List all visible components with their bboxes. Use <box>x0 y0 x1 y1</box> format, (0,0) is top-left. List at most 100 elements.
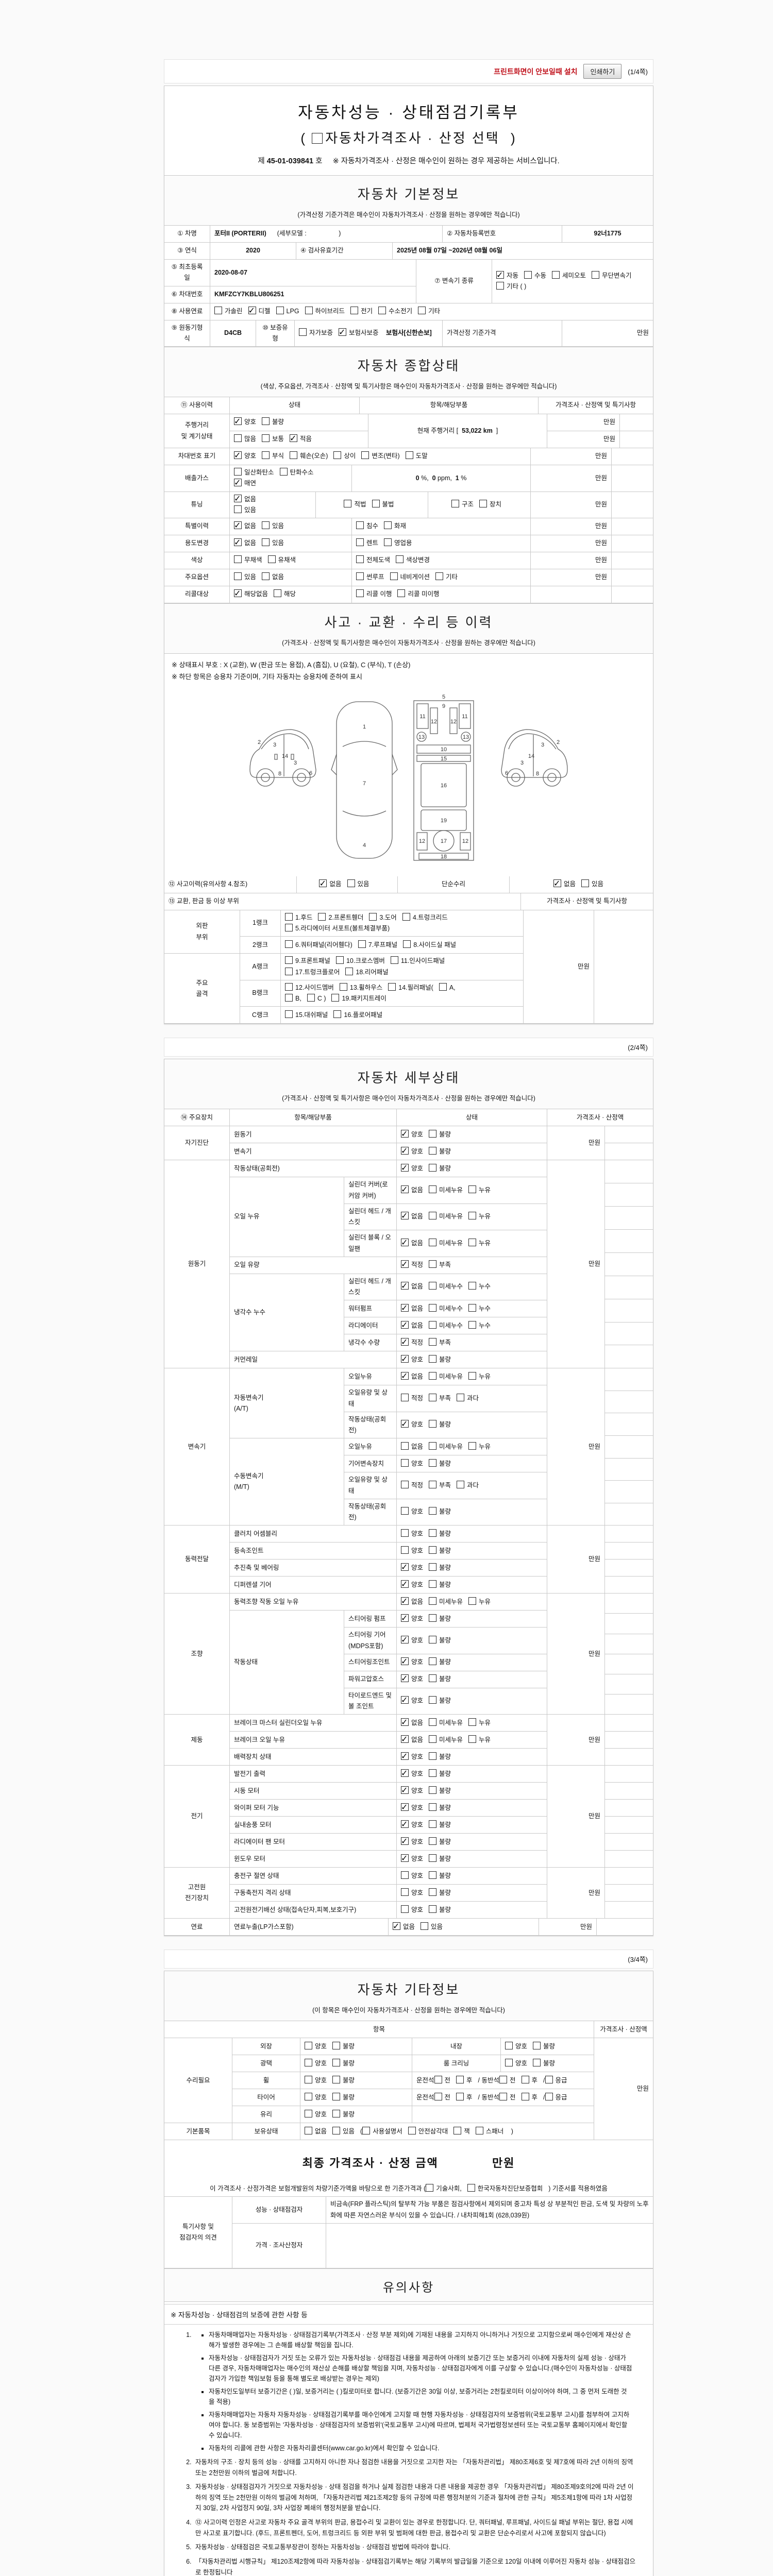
checkbox-option[interactable]: 매연 <box>234 476 256 490</box>
checkbox-option[interactable]: 자가보증 <box>299 328 333 336</box>
checkbox-option[interactable]: 과다 <box>457 1480 479 1489</box>
checkbox-unchecked-icon[interactable] <box>451 500 459 508</box>
checkbox-unchecked-icon[interactable] <box>429 1420 437 1428</box>
checkbox-option[interactable]: 불량 <box>429 1163 451 1172</box>
checkbox-option[interactable]: 누유 <box>468 1212 491 1220</box>
checkbox-option[interactable]: 탄화수소 <box>279 468 314 476</box>
checkbox-option[interactable]: 스패너 <box>475 2126 503 2135</box>
checkbox-option[interactable]: 있음 <box>581 879 603 888</box>
checkbox-option[interactable]: 양호 <box>505 2041 527 2050</box>
checkbox-unchecked-icon[interactable] <box>468 1735 477 1743</box>
checkbox-option[interactable]: 상이 <box>333 451 356 460</box>
checkbox-option[interactable]: 불량 <box>533 2041 555 2050</box>
checkbox-option[interactable]: 1.후드 <box>285 912 312 921</box>
checkbox-checked-icon[interactable] <box>401 1369 409 1383</box>
checkbox-unchecked-icon[interactable] <box>356 521 364 530</box>
checkbox-option[interactable]: 없음 <box>553 877 576 891</box>
checkbox-option[interactable]: 적정 <box>401 1480 423 1489</box>
checkbox-checked-icon[interactable] <box>401 1183 409 1197</box>
checkbox-option[interactable]: 양호 <box>401 1693 423 1708</box>
checkbox-unchecked-icon[interactable] <box>305 2109 312 2117</box>
checkbox-option[interactable]: 있음 <box>347 879 369 888</box>
checkbox-option[interactable]: 미세누수 <box>429 1320 463 1329</box>
checkbox-option[interactable]: 화재 <box>384 521 406 530</box>
checkbox-option[interactable]: 있음 <box>234 572 256 581</box>
checkbox-option[interactable]: 훼손(오손) <box>290 451 328 460</box>
checkbox-option[interactable]: 불량 <box>429 1769 451 1777</box>
checkbox-unchecked-icon[interactable] <box>372 500 380 508</box>
checkbox-unchecked-icon[interactable] <box>285 956 293 964</box>
checkbox-checked-icon[interactable] <box>401 1655 409 1669</box>
checkbox-option[interactable]: 양호 <box>401 1352 423 1366</box>
checkbox-checked-icon[interactable] <box>401 1127 409 1141</box>
checkbox-option[interactable]: 응급 <box>545 2075 567 2084</box>
checkbox-option[interactable]: 구조 <box>451 500 474 508</box>
checkbox-option[interactable]: 없음 <box>401 1716 423 1730</box>
checkbox-option[interactable]: 불량 <box>429 1888 451 1896</box>
checkbox-option[interactable]: 양호 <box>401 1529 423 1537</box>
checkbox-unchecked-icon[interactable] <box>384 538 392 547</box>
checkbox-checked-icon[interactable] <box>401 1750 409 1764</box>
checkbox-unchecked-icon[interactable] <box>401 1442 409 1450</box>
checkbox-unchecked-icon[interactable] <box>429 1442 437 1450</box>
checkbox-checked-icon[interactable] <box>401 1301 409 1315</box>
checkbox-unchecked-icon[interactable] <box>429 1635 437 1643</box>
checkbox-option[interactable]: 리콜 미이행 <box>397 589 439 598</box>
checkbox-unchecked-icon[interactable] <box>545 2092 553 2100</box>
checkbox-unchecked-icon[interactable] <box>521 2075 529 2083</box>
checkbox-unchecked-icon[interactable] <box>388 982 396 991</box>
checkbox-unchecked-icon[interactable] <box>467 2184 475 2192</box>
checkbox-option[interactable]: 응급 <box>545 2092 567 2101</box>
checkbox-unchecked-icon[interactable] <box>468 1597 477 1605</box>
checkbox-option[interactable]: 수동 <box>524 270 546 279</box>
checkbox-option[interactable]: 불량 <box>429 1420 451 1428</box>
checkbox-unchecked-icon[interactable] <box>332 2041 341 2049</box>
checkbox-unchecked-icon[interactable] <box>475 2126 483 2134</box>
checkbox-checked-icon[interactable] <box>401 1236 409 1250</box>
checkbox-unchecked-icon[interactable] <box>332 2058 341 2066</box>
checkbox-unchecked-icon[interactable] <box>401 1507 409 1515</box>
checkbox-option[interactable]: 양호 <box>401 1871 423 1879</box>
checkbox-unchecked-icon[interactable] <box>496 281 504 290</box>
checkbox-unchecked-icon[interactable] <box>429 1507 437 1515</box>
checkbox-unchecked-icon[interactable] <box>402 912 410 921</box>
checkbox-option[interactable]: 없음 <box>234 536 256 550</box>
checkbox-checked-icon[interactable] <box>401 1318 409 1332</box>
checkbox-option[interactable]: 양호 <box>401 1750 423 1764</box>
checkbox-unchecked-icon[interactable] <box>401 1546 409 1554</box>
checkbox-unchecked-icon[interactable] <box>214 306 222 314</box>
checkbox-option[interactable]: 불량 <box>429 1696 451 1704</box>
checkbox-option[interactable]: 기타 <box>418 306 440 315</box>
checkbox-option[interactable]: 전기 <box>350 306 373 315</box>
checkbox-unchecked-icon[interactable] <box>305 2041 312 2049</box>
checkbox-unchecked-icon[interactable] <box>429 1260 437 1268</box>
checkbox-unchecked-icon[interactable] <box>276 306 284 314</box>
checkbox-option[interactable]: 세미오토 <box>552 270 586 279</box>
checkbox-option[interactable]: 9.프론트패널 <box>285 956 330 964</box>
checkbox-unchecked-icon[interactable] <box>262 572 270 581</box>
checkbox-option[interactable]: 불량 <box>332 2092 355 2101</box>
checkbox-option[interactable]: 양호 <box>401 1507 423 1515</box>
checkbox-unchecked-icon[interactable] <box>456 2075 464 2083</box>
checkbox-unchecked-icon[interactable] <box>592 270 600 279</box>
checkbox-unchecked-icon[interactable] <box>429 1580 437 1588</box>
checkbox-unchecked-icon[interactable] <box>401 1393 409 1401</box>
checkbox-option[interactable]: 15.대쉬패널 <box>285 1010 328 1019</box>
checkbox-option[interactable]: 해당 <box>274 589 296 598</box>
checkbox-unchecked-icon[interactable] <box>429 1769 437 1777</box>
checkbox-option[interactable]: 없음 <box>401 1301 423 1315</box>
checkbox-option[interactable]: 도말 <box>405 451 428 460</box>
checkbox-unchecked-icon[interactable] <box>429 1529 437 1537</box>
checkbox-option[interactable]: 수소전기 <box>378 306 412 315</box>
checkbox-unchecked-icon[interactable] <box>429 1657 437 1666</box>
checkbox-option[interactable]: 양호 <box>401 1672 423 1686</box>
checkbox-option[interactable]: 미세누유 <box>429 1442 463 1450</box>
checkbox-checked-icon[interactable] <box>401 1716 409 1730</box>
checkbox-option[interactable]: 양호 <box>305 2058 327 2067</box>
checkbox-option[interactable]: 불량 <box>429 1657 451 1666</box>
checkbox-checked-icon[interactable] <box>248 304 256 318</box>
checkbox-option[interactable]: 불량 <box>429 1146 451 1155</box>
checkbox-option[interactable]: 불량 <box>429 1580 451 1588</box>
checkbox-option[interactable]: 누수 <box>468 1282 491 1290</box>
print-install-notice[interactable]: 프린트화면이 안보일때 설치 <box>494 67 578 76</box>
